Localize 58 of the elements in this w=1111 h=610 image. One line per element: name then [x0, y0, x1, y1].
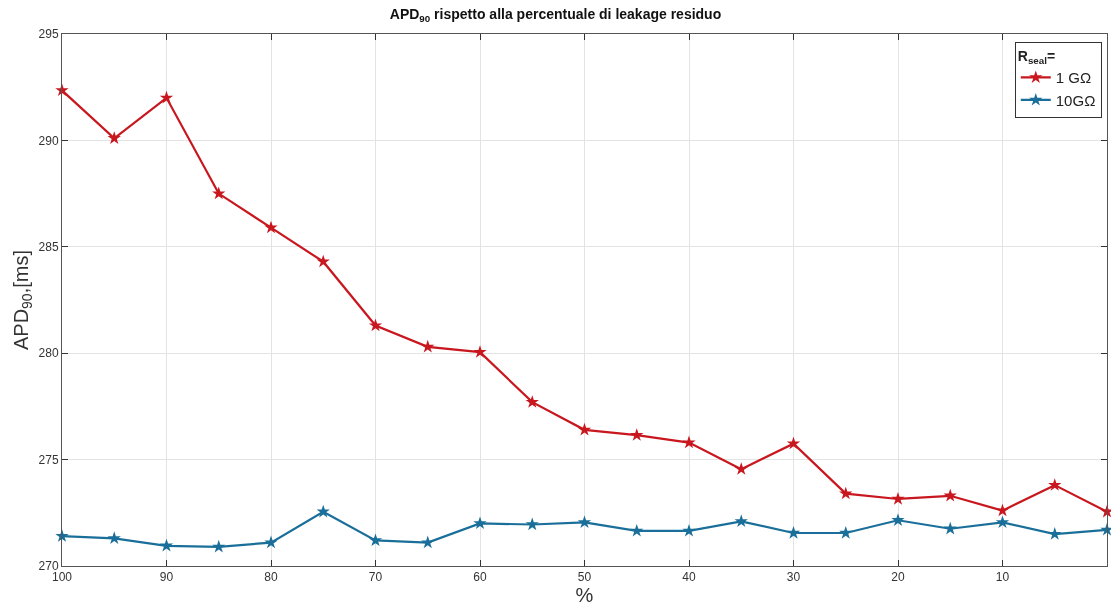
x-tick-label: 40: [682, 570, 696, 585]
x-tick-label: 100: [51, 570, 73, 585]
point: [1048, 478, 1062, 491]
x-axis-title: %: [575, 584, 594, 607]
y-tick-label: 295: [38, 27, 59, 42]
point: [421, 535, 435, 549]
point: [734, 514, 748, 527]
point: [943, 521, 957, 535]
y-tick-label: 290: [38, 133, 59, 148]
y-tick-label: 275: [38, 452, 59, 467]
point: [1048, 527, 1062, 540]
point: [212, 539, 226, 553]
x-tick-label: 80: [264, 570, 278, 585]
point: [682, 523, 696, 537]
point: [316, 254, 330, 268]
point: [368, 318, 383, 332]
point: [734, 462, 748, 475]
point: [630, 428, 644, 441]
y-tick-label: 285: [38, 240, 59, 254]
point: [525, 517, 539, 531]
x-tick-label: 60: [473, 570, 487, 585]
point: [577, 422, 592, 436]
point: [995, 515, 1010, 529]
point: [159, 538, 174, 552]
x-tick-label: 90: [159, 570, 174, 585]
point: [630, 523, 644, 537]
point: [525, 395, 539, 408]
point: [786, 526, 801, 539]
point: [421, 339, 435, 353]
point: [891, 513, 905, 526]
point: [839, 526, 853, 539]
point: [107, 531, 121, 544]
point: [264, 220, 278, 234]
point: [839, 486, 853, 500]
point: [55, 83, 69, 97]
x-tick-label: 70: [368, 570, 383, 585]
point: [316, 504, 330, 518]
y-tick-label: 280: [38, 346, 59, 361]
point: [943, 488, 957, 502]
x-tick-label: 50: [577, 570, 592, 585]
x-tick-label: 10: [995, 570, 1010, 585]
point: [891, 491, 905, 505]
legend-label: 1 GΩ: [1055, 69, 1092, 87]
point: [159, 90, 174, 104]
point: [682, 435, 696, 449]
point: [786, 436, 801, 450]
point: [577, 515, 592, 529]
legend-title: R$_{seal}$=: [1017, 48, 1056, 67]
chart-title: APD$_{90}$ rispetto alla percentuale di leakage residuo: [389, 5, 722, 24]
x-tick-label: 20: [891, 570, 905, 585]
point: [473, 345, 487, 358]
point: [264, 535, 278, 549]
point: [212, 186, 226, 200]
point: [473, 516, 487, 530]
x-tick-label: 30: [786, 570, 801, 585]
legend-label: 10GΩ: [1055, 91, 1096, 109]
point: [368, 533, 383, 547]
point: [107, 131, 121, 144]
